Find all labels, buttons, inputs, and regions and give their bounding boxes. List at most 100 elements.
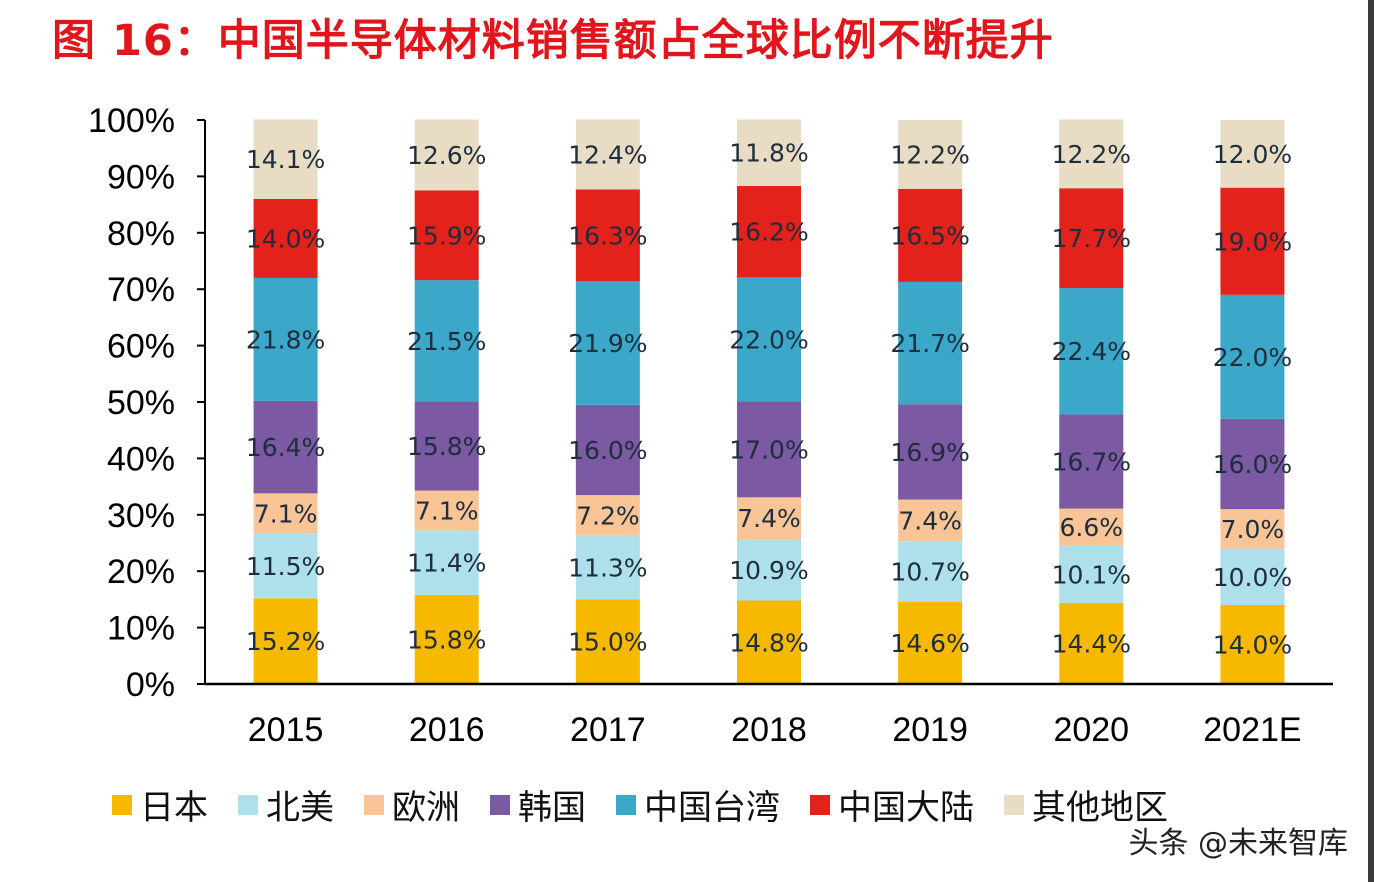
bar-segment bbox=[414, 190, 479, 281]
legend-item: 中国台湾 bbox=[616, 780, 780, 829]
legend-swatch bbox=[238, 794, 258, 815]
bar-segment bbox=[898, 120, 963, 189]
bar-segment bbox=[1059, 288, 1124, 415]
data-label: 14.6% bbox=[890, 629, 969, 658]
bar-segment bbox=[1220, 187, 1285, 295]
y-tick-label: 20% bbox=[107, 553, 175, 591]
data-label: 22.4% bbox=[1052, 337, 1131, 366]
y-tick-label: 70% bbox=[107, 271, 175, 309]
bar-segment bbox=[737, 401, 801, 498]
bar-segment bbox=[1220, 294, 1285, 419]
data-label: 21.9% bbox=[568, 329, 647, 358]
x-tick-label: 2021E bbox=[1203, 711, 1301, 749]
data-label: 12.0% bbox=[1213, 140, 1292, 169]
legend-item: 其他地区 bbox=[1004, 780, 1168, 829]
data-label: 14.1% bbox=[246, 145, 325, 174]
x-tick-label: 2019 bbox=[892, 711, 968, 749]
data-label: 16.0% bbox=[568, 436, 647, 465]
bar-segment bbox=[1220, 418, 1285, 510]
y-tick-label: 0% bbox=[126, 666, 175, 704]
data-label: 22.0% bbox=[1213, 343, 1292, 372]
bar-segment bbox=[898, 541, 963, 602]
data-label: 16.5% bbox=[890, 221, 969, 250]
data-label: 21.8% bbox=[246, 325, 325, 354]
chart-legend: 日本 北美 欧洲 韩国 中国台湾 中国大陆 其他地区 bbox=[112, 780, 1198, 829]
data-label: 7.4% bbox=[737, 504, 801, 533]
bar-segment bbox=[414, 490, 479, 531]
bar-segment bbox=[253, 493, 318, 534]
bar-segment bbox=[1059, 414, 1124, 509]
data-label: 11.3% bbox=[568, 554, 647, 583]
bar-segment bbox=[898, 188, 963, 282]
bar-segment bbox=[575, 495, 640, 536]
legend-label: 北美 bbox=[266, 788, 334, 828]
legend-label: 中国台湾 bbox=[644, 788, 780, 828]
data-label: 10.9% bbox=[729, 556, 808, 585]
y-tick-label: 50% bbox=[107, 384, 175, 422]
bar-segment bbox=[737, 600, 801, 684]
bar-segment bbox=[414, 119, 479, 191]
data-label: 10.0% bbox=[1213, 563, 1292, 592]
legend-swatch bbox=[810, 794, 830, 815]
data-label: 15.8% bbox=[407, 625, 486, 654]
bar-segment bbox=[737, 185, 801, 278]
legend-label: 其他地区 bbox=[1032, 788, 1168, 828]
x-tick-label: 2017 bbox=[570, 711, 646, 749]
frame-edge bbox=[1368, 0, 1374, 882]
data-label: 12.2% bbox=[890, 140, 969, 169]
data-label: 16.0% bbox=[1213, 450, 1292, 479]
data-label: 14.0% bbox=[1213, 631, 1292, 660]
data-label: 14.8% bbox=[729, 628, 808, 657]
bar-segment bbox=[898, 404, 963, 500]
bar-segment bbox=[898, 499, 963, 542]
legend-item: 北美 bbox=[238, 780, 334, 829]
data-label: 14.0% bbox=[246, 224, 325, 253]
bar-segment bbox=[253, 533, 318, 599]
bar-segment bbox=[253, 598, 318, 684]
bar-segment bbox=[414, 280, 479, 402]
data-label: 15.0% bbox=[568, 628, 647, 657]
bar-segment bbox=[575, 599, 640, 684]
data-label: 11.5% bbox=[246, 552, 325, 581]
legend-item: 中国大陆 bbox=[810, 780, 974, 829]
legend-item: 日本 bbox=[112, 780, 208, 829]
y-tick-label: 90% bbox=[107, 158, 175, 196]
data-label: 12.2% bbox=[1052, 140, 1131, 169]
bar-segment bbox=[575, 281, 640, 405]
chart-title: 图 16：中国半导体材料销售额占全球比例不断提升 bbox=[52, 16, 1054, 66]
data-label: 16.2% bbox=[729, 218, 808, 247]
bar-segment bbox=[575, 535, 640, 600]
data-label: 6.6% bbox=[1060, 513, 1124, 542]
bar-segment bbox=[898, 601, 963, 684]
legend-label: 欧洲 bbox=[392, 788, 460, 828]
bar-segment bbox=[1059, 602, 1124, 684]
y-tick-label: 30% bbox=[107, 497, 175, 535]
bar-segment bbox=[1220, 605, 1285, 684]
data-label: 10.7% bbox=[890, 557, 969, 586]
data-label: 11.4% bbox=[407, 549, 486, 578]
x-tick-label: 2016 bbox=[409, 711, 485, 749]
x-tick-label: 2020 bbox=[1053, 711, 1129, 749]
legend-swatch bbox=[364, 794, 384, 815]
data-label: 16.3% bbox=[568, 221, 647, 250]
bar-segment bbox=[575, 119, 640, 190]
data-label: 10.1% bbox=[1052, 560, 1131, 589]
legend-item: 韩国 bbox=[490, 780, 586, 829]
y-tick-label: 80% bbox=[107, 215, 175, 253]
data-label: 15.8% bbox=[407, 432, 486, 461]
data-label: 7.1% bbox=[254, 499, 318, 528]
data-label: 15.2% bbox=[246, 627, 325, 656]
data-label: 7.4% bbox=[898, 506, 962, 535]
bar-segment bbox=[1059, 119, 1124, 189]
legend-swatch bbox=[1004, 794, 1024, 815]
bar-segment bbox=[898, 281, 963, 405]
watermark-text: 头条 @未来智库 bbox=[1128, 826, 1348, 861]
data-label: 15.9% bbox=[407, 221, 486, 250]
y-tick-label: 10% bbox=[107, 610, 175, 648]
bar-segment bbox=[1059, 508, 1124, 546]
data-label: 22.0% bbox=[729, 325, 808, 354]
x-tick-label: 2015 bbox=[248, 711, 324, 749]
bar-segment bbox=[575, 404, 640, 496]
bar-segment bbox=[1220, 548, 1285, 606]
